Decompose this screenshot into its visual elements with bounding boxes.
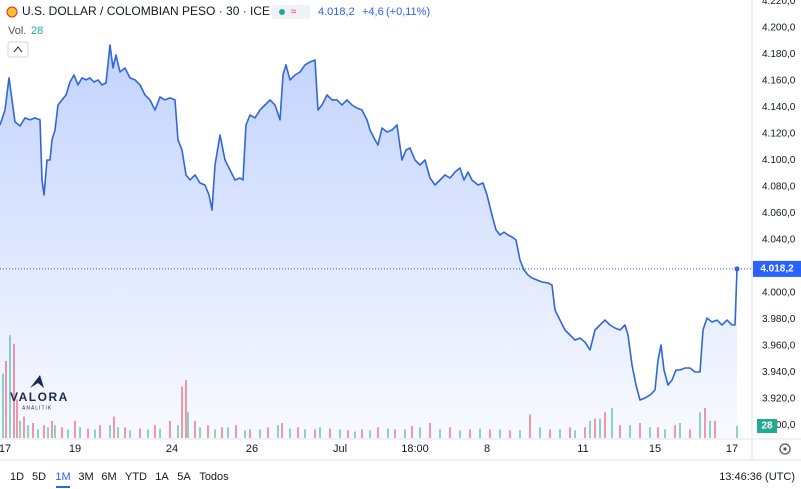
volume-value: 28 bbox=[31, 25, 43, 37]
status-badge[interactable] bbox=[272, 5, 310, 19]
y-tick-label: 4.200,0 bbox=[762, 23, 796, 34]
x-tick-label: 18:00 bbox=[401, 443, 429, 455]
range-button[interactable]: 3M bbox=[78, 471, 93, 483]
status-icon: ≈ bbox=[291, 7, 297, 18]
y-tick-label: 3.980,0 bbox=[762, 314, 796, 325]
x-tick-label: 24 bbox=[166, 443, 178, 455]
y-tick-label: 4.160,0 bbox=[762, 76, 796, 87]
x-tick-label: Jul bbox=[333, 443, 347, 455]
range-button[interactable]: 6M bbox=[101, 471, 116, 483]
status-dot bbox=[279, 9, 285, 15]
y-tick-label: 3.900,0 bbox=[762, 420, 796, 431]
x-tick-label: 17 bbox=[726, 443, 738, 455]
y-tick-label: 4.080,0 bbox=[762, 182, 796, 193]
settings-icon-center bbox=[783, 447, 787, 451]
y-tick-label: 4.140,0 bbox=[762, 102, 796, 113]
x-tick-label: 11 bbox=[577, 443, 588, 455]
range-button[interactable]: 1M bbox=[55, 471, 70, 483]
x-tick-label: 17 bbox=[0, 443, 11, 455]
logo-tagline: ANALITIK bbox=[22, 405, 52, 411]
x-tick-label: 19 bbox=[69, 443, 81, 455]
range-button[interactable]: 1D bbox=[10, 471, 24, 483]
x-tick-label: 26 bbox=[246, 443, 258, 455]
y-tick-label: 4.000,0 bbox=[762, 288, 796, 299]
volume-label: Vol. bbox=[8, 25, 26, 37]
y-tick-label: 4.180,0 bbox=[762, 49, 796, 60]
logo-name: VALORA bbox=[10, 390, 69, 404]
y-tick-label: 4.120,0 bbox=[762, 129, 796, 140]
last-price-badge bbox=[753, 260, 801, 277]
area bbox=[0, 44, 737, 439]
symbol-title: U.S. DOLLAR / COLOMBIAN PESO · 30 · ICE bbox=[22, 4, 270, 18]
collapse-button[interactable] bbox=[7, 41, 29, 58]
range-button[interactable]: Todos bbox=[199, 471, 229, 483]
y-tick-label: 4.220,0 bbox=[762, 0, 796, 7]
last-point bbox=[734, 266, 740, 272]
range-button[interactable]: 5A bbox=[177, 471, 191, 483]
range-button[interactable]: YTD bbox=[125, 471, 147, 483]
y-tick-label: 4.100,0 bbox=[762, 155, 796, 166]
volume-badge-label: 28 bbox=[761, 421, 773, 432]
x-tick-label: 15 bbox=[649, 443, 661, 455]
y-tick-label: 3.940,0 bbox=[762, 367, 796, 378]
x-tick-label: 8 bbox=[484, 443, 490, 455]
collapse-icon bbox=[13, 46, 23, 53]
y-tick-label: 4.040,0 bbox=[762, 235, 796, 246]
clock: 13:46:36 (UTC) bbox=[719, 471, 795, 483]
line bbox=[0, 44, 738, 401]
flag-icon bbox=[6, 6, 18, 18]
logo-icon bbox=[30, 375, 44, 388]
change-pct: (+0,11%) bbox=[386, 6, 430, 18]
y-tick-label: 3.920,0 bbox=[762, 394, 796, 405]
volume-badge bbox=[757, 419, 777, 433]
y-tick-label: 4.060,0 bbox=[762, 208, 796, 219]
plot bbox=[0, 44, 740, 439]
range-button[interactable]: 1A bbox=[155, 471, 169, 483]
toolbar: 1D 5D 1M 3M 6M YTD 1A 5A Todos bbox=[10, 471, 229, 488]
last-price-label: 4.018,2 bbox=[760, 264, 794, 275]
last-price: 4.018,2 bbox=[318, 6, 355, 18]
change: +4,6 bbox=[362, 6, 384, 18]
y-tick-label: 3.960,0 bbox=[762, 341, 796, 352]
range-button[interactable]: 5D bbox=[32, 471, 46, 483]
settings-icon[interactable] bbox=[779, 443, 791, 455]
